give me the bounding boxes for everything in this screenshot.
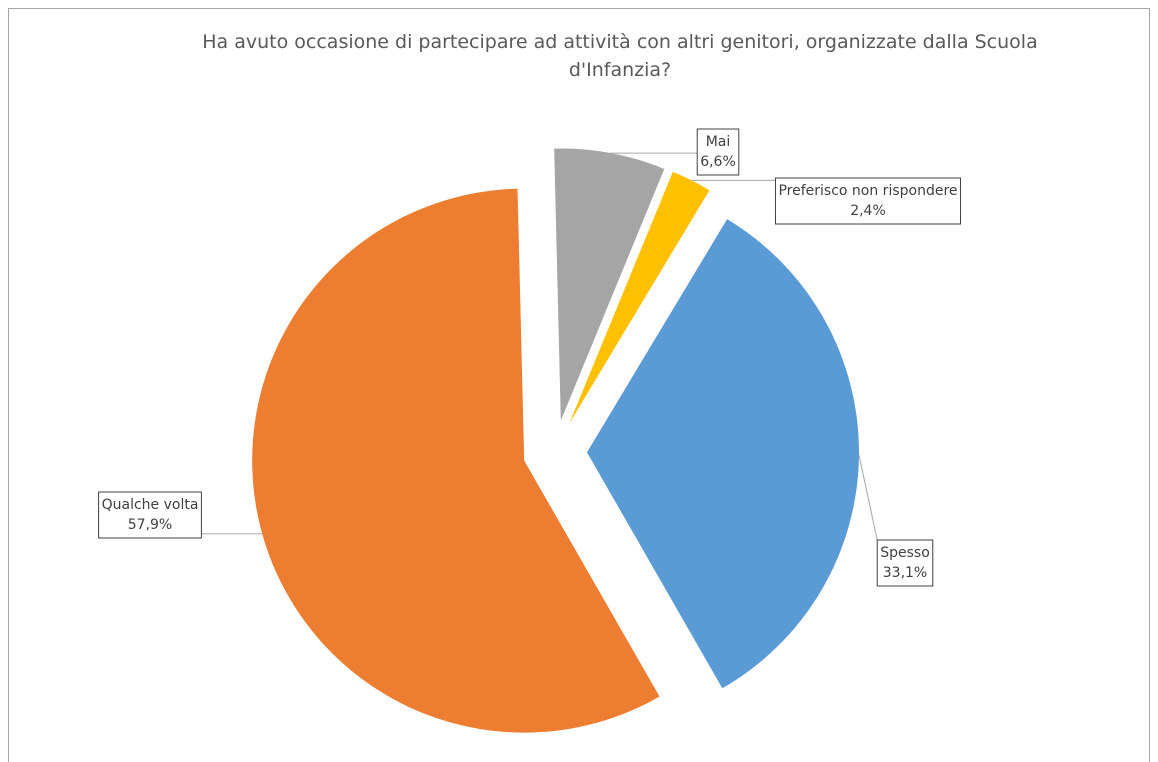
data-label: Preferisco non rispondere 2,4%: [774, 177, 962, 225]
data-label-box: [876, 539, 934, 587]
pie-slice: [569, 171, 710, 424]
data-label: Spesso 33,1%: [876, 539, 934, 587]
data-label-value: 57,9%: [128, 517, 172, 533]
data-label-name: Spesso: [880, 545, 930, 561]
data-label: Mai 6,6%: [696, 128, 740, 176]
data-label-name: Mai: [706, 134, 731, 150]
data-label-box: [98, 491, 202, 539]
chart-title: Ha avuto occasione di partecipare ad att…: [202, 31, 1038, 81]
data-label-name: Qualche volta: [102, 497, 199, 513]
data-label-value: 33,1%: [883, 565, 927, 581]
chart-border: [8, 8, 1150, 762]
data-label-box: [774, 177, 962, 225]
data-label-name: Preferisco non rispondere: [778, 183, 957, 199]
data-label-box: [696, 128, 740, 176]
data-label-value: 6,6%: [700, 154, 736, 170]
data-label-value: 2,4%: [850, 203, 886, 219]
leader-line: [858, 454, 878, 541]
pie-slice: [586, 219, 859, 689]
data-label: Qualche volta 57,9%: [98, 491, 202, 539]
pie-slice: [252, 188, 660, 733]
pie-slice: [554, 148, 665, 421]
